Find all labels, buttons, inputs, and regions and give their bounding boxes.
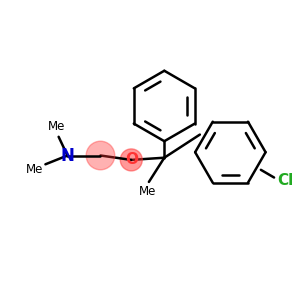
Circle shape — [120, 149, 142, 171]
Text: Me: Me — [26, 163, 43, 176]
Text: Me: Me — [139, 185, 157, 198]
Circle shape — [86, 141, 115, 170]
Text: Me: Me — [48, 120, 65, 134]
Text: O: O — [125, 152, 138, 167]
Text: N: N — [61, 146, 74, 164]
Text: Cl: Cl — [277, 173, 293, 188]
